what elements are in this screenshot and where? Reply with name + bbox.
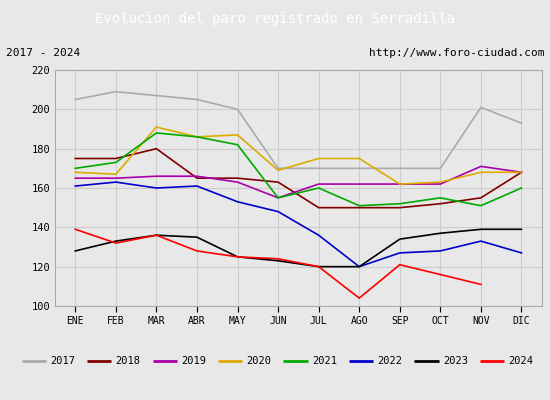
Text: 2017: 2017 xyxy=(50,356,75,366)
Text: 2018: 2018 xyxy=(116,356,141,366)
Text: 2019: 2019 xyxy=(181,356,206,366)
Text: 2022: 2022 xyxy=(377,356,403,366)
Text: 2023: 2023 xyxy=(443,356,468,366)
Text: 2021: 2021 xyxy=(312,356,337,366)
Text: 2017 - 2024: 2017 - 2024 xyxy=(6,48,80,58)
Text: 2020: 2020 xyxy=(246,356,272,366)
Text: 2024: 2024 xyxy=(508,356,534,366)
Text: http://www.foro-ciudad.com: http://www.foro-ciudad.com xyxy=(369,48,544,58)
Text: Evolucion del paro registrado en Serradilla: Evolucion del paro registrado en Serradi… xyxy=(95,12,455,26)
